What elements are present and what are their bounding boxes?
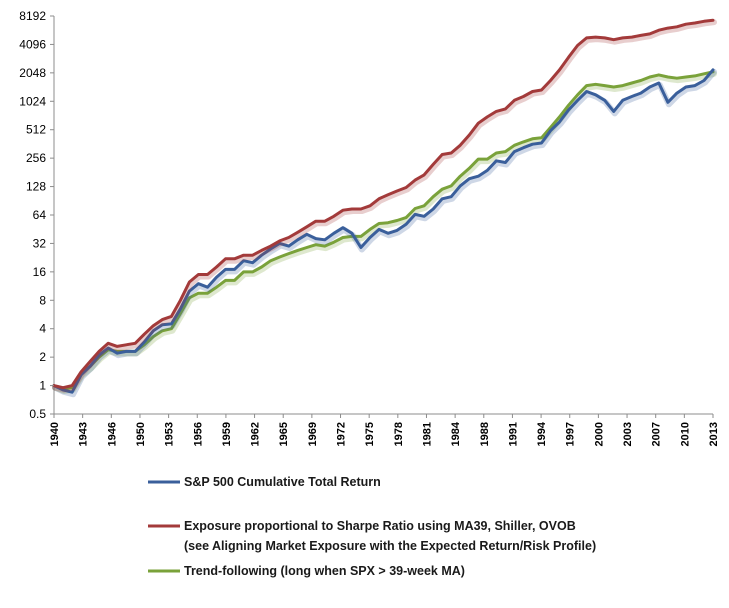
y-tick-label: 1 — [39, 379, 46, 393]
y-tick-label: 256 — [26, 151, 46, 165]
x-tick-label: 1962 — [250, 422, 262, 446]
y-tick-label: 8 — [39, 293, 46, 307]
series-line-sharpe — [52, 18, 715, 390]
x-tick-label: 1969 — [307, 422, 319, 446]
x-tick-label: 1984 — [450, 421, 462, 446]
x-tick-label: 2000 — [593, 422, 605, 446]
y-tick-label: 8192 — [19, 9, 46, 23]
x-tick-label: 2007 — [651, 422, 663, 446]
x-tick-label: 1959 — [221, 422, 233, 446]
x-tick-label: 2010 — [679, 422, 691, 446]
legend-label-sharpe: Exposure proportional to Sharpe Ratio us… — [184, 519, 576, 533]
legend-label-sp500: S&P 500 Cumulative Total Return — [184, 475, 381, 489]
x-tick-label: 1991 — [507, 422, 519, 446]
y-tick-label: 512 — [26, 123, 46, 137]
series-shadow-trend — [52, 70, 717, 394]
y-tick-label: 1024 — [19, 94, 46, 108]
series-line-sp500 — [52, 68, 715, 394]
axes — [53, 16, 713, 415]
x-tick-label: 1994 — [536, 421, 548, 446]
x-tick-label: 1946 — [106, 422, 118, 446]
y-tick-label: 4 — [39, 322, 46, 336]
x-tick-label: 1943 — [78, 422, 90, 446]
y-tick-label: 64 — [33, 208, 47, 222]
y-tick-label: 2048 — [19, 66, 46, 80]
y-tick-label: 32 — [33, 236, 47, 250]
legend-label-trend: Trend-following (long when SPX > 39-week… — [184, 564, 465, 578]
x-tick-label: 2003 — [622, 422, 634, 446]
y-tick-label: 4096 — [19, 37, 46, 51]
y-tick-label: 16 — [33, 265, 47, 279]
x-tick-label: 1965 — [278, 422, 290, 446]
legend: S&P 500 Cumulative Total Return Exposure… — [148, 475, 596, 578]
y-tick-label: 2 — [39, 350, 46, 364]
x-tick-label: 1953 — [164, 422, 176, 446]
x-tick-label: 1950 — [135, 422, 147, 446]
y-tick-label: 128 — [26, 180, 46, 194]
x-tick-label: 1956 — [192, 422, 204, 446]
x-tick-label: 2013 — [708, 422, 720, 446]
x-tick-label: 1940 — [49, 422, 61, 446]
series-line-trend — [52, 70, 715, 391]
series-lines — [52, 18, 717, 398]
legend-label-sharpe-line2: (see Aligning Market Exposure with the E… — [184, 539, 596, 553]
x-tick-label: 1988 — [479, 422, 491, 446]
x-tick-label: 1981 — [421, 422, 433, 446]
x-tick-label: 1997 — [565, 422, 577, 446]
y-tick-label: 0.5 — [29, 407, 46, 421]
x-tick-label: 1975 — [364, 422, 376, 446]
x-tick-label: 1978 — [393, 422, 405, 446]
x-axis-ticks: 1940 1943 1946 1950 1953 1956 1959 1962 1965 1969… — [49, 414, 720, 446]
series-shadow-sharpe — [52, 19, 717, 393]
y-axis-ticks: 8192 4096 2048 1024 512 256 128 64 32 16 8 4 2 1 0.5 — [19, 9, 54, 421]
x-tick-label: 1972 — [336, 422, 348, 446]
